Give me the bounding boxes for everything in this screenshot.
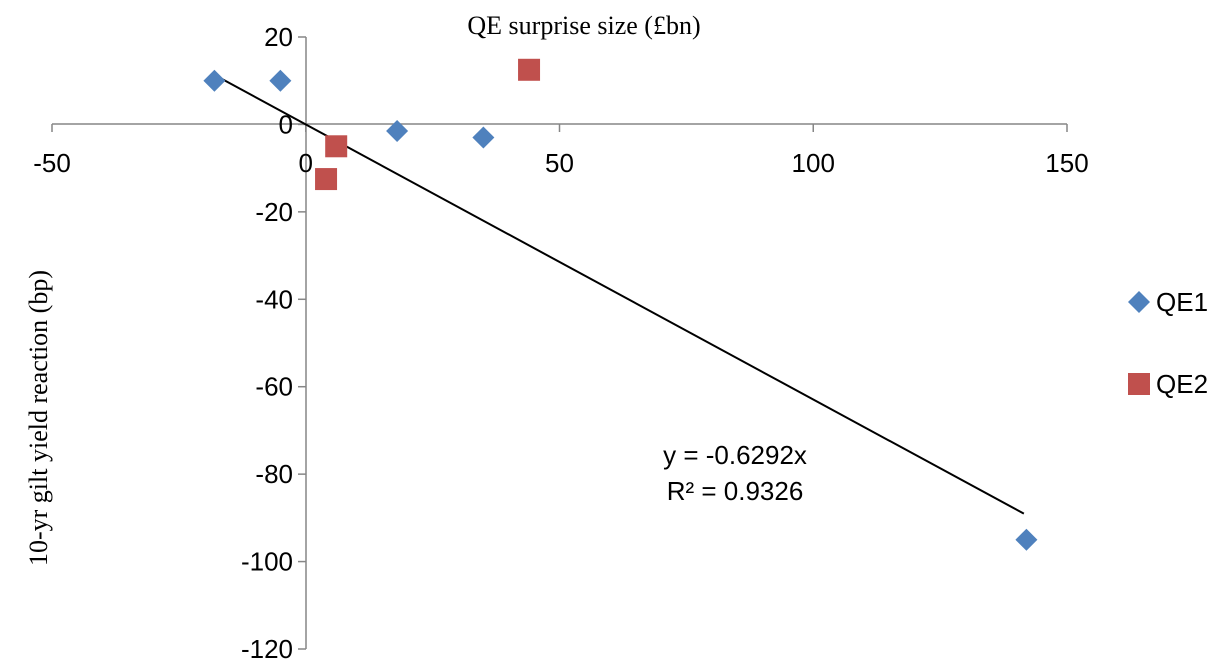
y-tick-label: -100 xyxy=(241,547,293,577)
legend-label-qe1: QE1 xyxy=(1156,287,1208,317)
data-point-qe1 xyxy=(203,69,226,92)
data-point-qe1 xyxy=(472,126,495,149)
legend-label-qe2: QE2 xyxy=(1156,369,1208,399)
legend-marker-qe2 xyxy=(1128,373,1150,395)
y-tick-label: -120 xyxy=(241,634,293,661)
x-tick-label: 0 xyxy=(299,148,313,178)
trendline-r-squared: R² = 0.9326 xyxy=(667,476,804,506)
chart-title: QE surprise size (£bn) xyxy=(467,11,700,40)
y-tick-label: 0 xyxy=(279,109,293,139)
data-point-qe2 xyxy=(325,135,348,158)
y-tick-label: 20 xyxy=(264,22,293,52)
y-tick-label: -20 xyxy=(255,197,293,227)
trendline xyxy=(213,74,1025,515)
data-point-qe1 xyxy=(269,69,292,92)
y-tick-label: -80 xyxy=(255,459,293,489)
data-point-qe2 xyxy=(518,58,541,81)
trendline-equation: y = -0.6292x xyxy=(663,440,807,470)
y-tick-label: -40 xyxy=(255,284,293,314)
y-tick-label: -60 xyxy=(255,372,293,402)
trendline-group xyxy=(213,74,1025,515)
data-point-qe1 xyxy=(386,119,409,142)
data-points xyxy=(203,58,1038,551)
legend: QE1 QE2 xyxy=(1128,287,1208,399)
legend-marker-qe1 xyxy=(1128,291,1150,313)
data-point-qe1 xyxy=(1015,528,1038,551)
data-point-qe2 xyxy=(315,168,338,191)
x-tick-label: 50 xyxy=(545,148,574,178)
x-tick-label: 100 xyxy=(792,148,835,178)
x-tick-label: 150 xyxy=(1045,148,1088,178)
x-tick-label: -50 xyxy=(33,148,71,178)
y-axis-label: 10-yr gilt yield reaction (bp) xyxy=(24,270,53,566)
